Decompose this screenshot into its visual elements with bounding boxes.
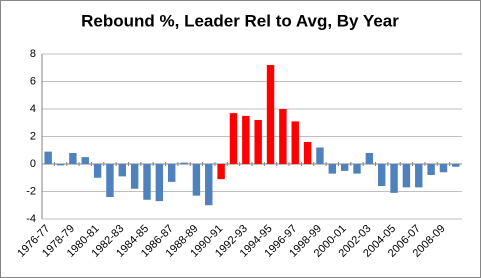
- y-tick-label: 2: [30, 130, 36, 142]
- bar: [390, 164, 398, 193]
- bar: [81, 157, 89, 164]
- y-tick-label: 6: [30, 75, 36, 87]
- bar: [229, 113, 238, 164]
- bar: [106, 164, 114, 197]
- bar: [254, 120, 262, 164]
- bar: [69, 153, 77, 164]
- y-tick-label: -2: [26, 185, 36, 197]
- bar: [291, 121, 299, 164]
- bar: [242, 115, 250, 164]
- bar: [279, 109, 287, 164]
- bar: [415, 164, 423, 188]
- bar: [340, 164, 349, 171]
- y-tick-label: 0: [30, 158, 36, 170]
- bar: [155, 164, 164, 202]
- bar: [130, 164, 139, 189]
- bar: [378, 164, 386, 186]
- bar: [452, 164, 460, 167]
- bar: [143, 164, 151, 200]
- bar: [168, 164, 176, 182]
- bar: [316, 147, 324, 164]
- y-tick-label: 4: [30, 103, 36, 115]
- bar: [427, 164, 435, 175]
- bar: [303, 142, 312, 164]
- bar: [266, 65, 275, 164]
- bar: [93, 164, 102, 178]
- bar: [44, 151, 52, 164]
- bar: [56, 164, 65, 166]
- bar: [180, 162, 188, 164]
- bar: [118, 164, 126, 177]
- y-tick-label: 8: [30, 48, 36, 60]
- y-tick-label: -4: [26, 213, 36, 225]
- bar: [217, 164, 225, 180]
- bar: [365, 153, 374, 164]
- bar: [439, 164, 448, 173]
- bar: [353, 164, 361, 174]
- chart-title: Rebound %, Leader Rel to Avg, By Year: [81, 11, 399, 30]
- bar: [205, 164, 213, 206]
- bar: [328, 164, 336, 174]
- bar: [192, 164, 201, 196]
- bar: [402, 164, 411, 188]
